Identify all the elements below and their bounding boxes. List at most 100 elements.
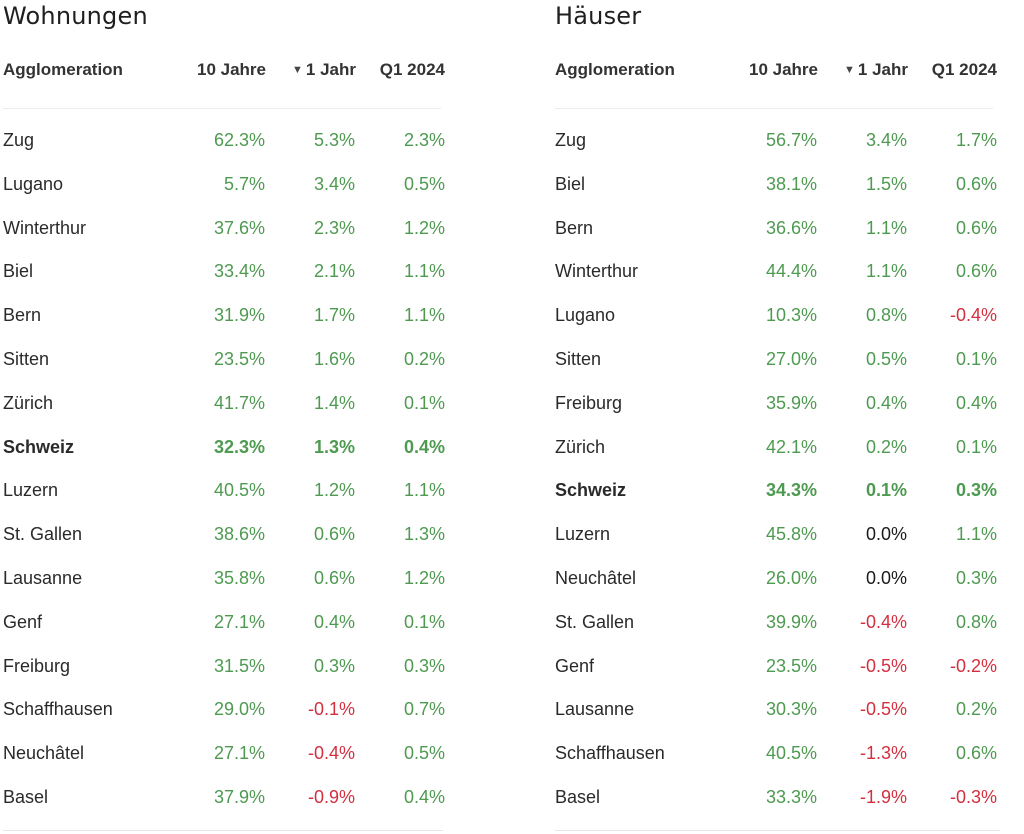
table-footer-divider <box>3 830 443 831</box>
change-1-year-value: 1.2% <box>313 480 355 501</box>
change-1-year-value: 2.1% <box>313 261 355 282</box>
change-1-year-value: -1.3% <box>859 743 907 764</box>
change-q1-2024-value: 0.4% <box>403 436 445 457</box>
change-1-year-value: 0.0% <box>865 524 907 545</box>
change-1-year-value: 2.3% <box>313 217 355 238</box>
column-header-10-years[interactable]: 10 Jahre <box>749 60 818 79</box>
change-1-year-value: 0.0% <box>865 567 907 588</box>
change-1-year-value: -0.4% <box>859 611 907 632</box>
change-1-year-value: 3.4% <box>313 173 355 194</box>
table-row: Freiburg 35.9% 0.4% 0.4% <box>555 388 1000 432</box>
table-row: Bern 31.9% 1.7% 1.1% <box>3 300 448 344</box>
change-q1-2024-value: 0.6% <box>955 173 997 194</box>
column-header-label: 1 Jahr <box>305 60 356 79</box>
change-10-years-value: 10.3% <box>765 305 817 326</box>
agglomeration-name: Genf <box>555 655 595 676</box>
change-10-years-value: 38.1% <box>765 173 817 194</box>
agglomeration-name: Biel <box>555 173 586 194</box>
change-10-years-value: 36.6% <box>765 217 817 238</box>
change-q1-2024-value: 0.8% <box>955 611 997 632</box>
change-q1-2024-value: 0.1% <box>955 436 997 457</box>
change-q1-2024-value: 0.1% <box>955 348 997 369</box>
table-footer-divider <box>555 830 1000 831</box>
change-1-year-value: 0.6% <box>313 567 355 588</box>
agglomeration-name: Schweiz <box>555 480 627 501</box>
table-row: Biel 33.4% 2.1% 1.1% <box>3 256 448 300</box>
table-row: Zug 62.3% 5.3% 2.3% <box>3 125 448 169</box>
change-10-years-value: 35.8% <box>213 567 265 588</box>
table-header: Agglomeration 10 Jahre ▼ 1 Jahr Q1 2024 <box>555 60 1000 84</box>
change-q1-2024-value: 0.4% <box>403 786 445 807</box>
table-row: Genf 23.5% -0.5% -0.2% <box>555 651 1000 695</box>
change-1-year-value: 0.5% <box>865 348 907 369</box>
agglomeration-name: Genf <box>3 611 43 632</box>
column-header-agglomeration[interactable]: Agglomeration <box>3 60 123 79</box>
table-row: Lugano 10.3% 0.8% -0.4% <box>555 300 1000 344</box>
change-1-year-value: 1.4% <box>313 392 355 413</box>
change-q1-2024-value: 1.1% <box>403 305 445 326</box>
change-10-years-value: 56.7% <box>765 130 817 150</box>
agglomeration-name: Schaffhausen <box>3 699 113 720</box>
table-row: St. Gallen 39.9% -0.4% 0.8% <box>555 607 1000 651</box>
agglomeration-name: Winterthur <box>555 261 639 282</box>
table-row: Luzern 45.8% 0.0% 1.1% <box>555 519 1000 563</box>
change-10-years-value: 38.6% <box>213 524 265 545</box>
change-1-year-value: 0.3% <box>313 655 355 676</box>
change-10-years-value: 35.9% <box>765 392 817 413</box>
agglomeration-name: Zürich <box>555 436 606 457</box>
table-title: Häuser <box>555 2 642 30</box>
change-10-years-value: 5.7% <box>223 173 265 194</box>
agglomeration-name: Neuchâtel <box>3 743 85 764</box>
change-q1-2024-value: -0.3% <box>949 786 997 807</box>
table-header: Agglomeration 10 Jahre ▼ 1 Jahr Q1 2024 <box>3 60 448 84</box>
change-10-years-value: 41.7% <box>213 392 265 413</box>
change-q1-2024-value: -0.2% <box>949 655 997 676</box>
column-header-q1-2024[interactable]: Q1 2024 <box>379 60 445 79</box>
change-10-years-value: 33.3% <box>765 786 817 807</box>
agglomeration-name: Zürich <box>3 392 54 413</box>
change-10-years-value: 31.9% <box>213 305 265 326</box>
change-10-years-value: 40.5% <box>765 743 817 764</box>
column-header-1-year[interactable]: ▼ 1 Jahr <box>292 60 356 80</box>
table-row: Biel 38.1% 1.5% 0.6% <box>555 169 1000 213</box>
change-1-year-value: 0.1% <box>865 480 907 501</box>
change-q1-2024-value: -0.4% <box>949 305 997 326</box>
change-1-year-value: 0.4% <box>313 611 355 632</box>
change-10-years-value: 37.9% <box>213 786 265 807</box>
table-row: Bern 36.6% 1.1% 0.6% <box>555 213 1000 257</box>
column-header-label: 1 Jahr <box>857 60 908 79</box>
change-10-years-value: 23.5% <box>213 348 265 369</box>
column-header-1-year[interactable]: ▼ 1 Jahr <box>844 60 908 80</box>
agglomeration-name: Basel <box>3 786 49 807</box>
table-row: Genf 27.1% 0.4% 0.1% <box>3 607 448 651</box>
column-header-q1-2024[interactable]: Q1 2024 <box>931 60 997 79</box>
change-10-years-value: 23.5% <box>765 655 817 676</box>
change-10-years-value: 30.3% <box>765 699 817 720</box>
table-row: Lugano 5.7% 3.4% 0.5% <box>3 169 448 213</box>
change-10-years-value: 27.1% <box>213 611 265 632</box>
change-1-year-value: -0.5% <box>859 699 907 720</box>
table-row: Winterthur 37.6% 2.3% 1.2% <box>3 213 448 257</box>
change-q1-2024-value: 0.6% <box>955 217 997 238</box>
table-row: Freiburg 31.5% 0.3% 0.3% <box>3 651 448 695</box>
change-q1-2024-value: 0.1% <box>403 392 445 413</box>
table-row-total: Schweiz 34.3% 0.1% 0.3% <box>555 475 1000 519</box>
column-header-agglomeration[interactable]: Agglomeration <box>555 60 675 79</box>
change-10-years-value: 45.8% <box>765 524 817 545</box>
change-10-years-value: 26.0% <box>765 567 817 588</box>
table-row: Lausanne 35.8% 0.6% 1.2% <box>3 563 448 607</box>
change-10-years-value: 32.3% <box>213 436 265 457</box>
change-q1-2024-value: 0.5% <box>403 743 445 764</box>
agglomeration-name: St. Gallen <box>3 524 83 545</box>
change-1-year-value: -0.4% <box>307 743 355 764</box>
table-row: Zürich 41.7% 1.4% 0.1% <box>3 388 448 432</box>
column-header-10-years[interactable]: 10 Jahre <box>197 60 266 79</box>
table-row: Sitten 23.5% 1.6% 0.2% <box>3 344 448 388</box>
change-1-year-value: 0.4% <box>865 392 907 413</box>
agglomeration-name: Schweiz <box>3 436 75 457</box>
table-row: Neuchâtel 26.0% 0.0% 0.3% <box>555 563 1000 607</box>
agglomeration-name: Freiburg <box>3 655 71 676</box>
change-1-year-value: 1.3% <box>313 436 355 457</box>
agglomeration-name: Freiburg <box>555 392 623 413</box>
table-row: Zug 56.7% 3.4% 1.7% <box>555 125 1000 169</box>
